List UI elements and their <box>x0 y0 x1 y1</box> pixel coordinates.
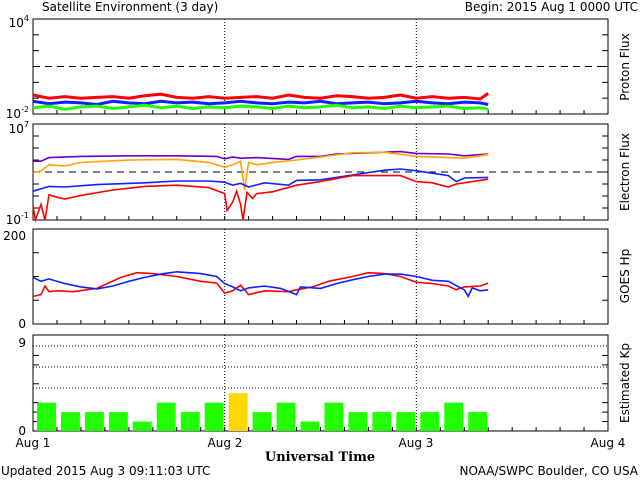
kp-bar <box>444 402 464 431</box>
kp-bar <box>300 421 320 431</box>
kp-bar <box>180 412 200 431</box>
proton-flux-blue-series <box>32 99 489 107</box>
kp-bar <box>84 412 104 431</box>
xtick-aug-3: Aug 3 <box>399 436 434 450</box>
kp-bar <box>204 402 224 431</box>
kp-bar <box>108 412 128 431</box>
kp-bar <box>252 412 272 431</box>
xtick-aug-2: Aug 2 <box>208 436 243 450</box>
goes-hp-red-series <box>32 271 489 298</box>
kp-bar <box>156 402 176 431</box>
electron-flux-purple-series <box>33 150 489 162</box>
electron-flux-orange-series <box>32 151 489 191</box>
hp-ytick-bottom: 0 <box>18 317 26 331</box>
electron-ytick-top: 107 <box>9 120 29 136</box>
electron-flux-blue-series <box>32 168 489 192</box>
kp-bar <box>396 412 416 431</box>
kp-ytick-top: 9 <box>18 336 26 350</box>
kp-bar <box>468 412 488 431</box>
electron-flux-red-series <box>32 174 489 224</box>
proton-flux-red-series <box>32 92 490 101</box>
xtick-aug-4: Aug 4 <box>591 436 626 450</box>
kp-bar <box>276 402 296 431</box>
estimated-kp-label: Estimated Kp <box>618 343 632 423</box>
kp-bar <box>348 412 368 431</box>
kp-bar <box>420 412 440 431</box>
x-axis-title: Universal Time <box>265 450 375 465</box>
begin-time: Begin: 2015 Aug 1 0000 UTC <box>465 0 638 14</box>
source-credit: NOAA/SWPC Boulder, CO USA <box>460 464 639 478</box>
kp-ytick-bottom: 0 <box>18 424 26 438</box>
goes-hp-label: GOES Hp <box>618 249 632 303</box>
panel-frame <box>32 228 609 325</box>
proton-ytick-bottom: 10-2 <box>6 105 29 121</box>
kp-bar <box>372 412 392 431</box>
xtick-aug-1: Aug 1 <box>16 436 51 450</box>
electron-flux-label: Electron Flux <box>618 133 632 211</box>
electron-ytick-bottom: 10-1 <box>6 211 29 227</box>
estimated-kp-panel <box>32 334 609 432</box>
kp-bar <box>60 412 80 431</box>
kp-bar <box>324 402 344 431</box>
kp-bar <box>132 421 152 431</box>
proton-ytick-top: 104 <box>9 14 29 30</box>
hp-ytick-top: 200 <box>3 229 26 243</box>
kp-bar <box>37 402 56 431</box>
proton-flux-label: Proton Flux <box>618 33 632 100</box>
updated-timestamp: Updated 2015 Aug 3 09:11:03 UTC <box>1 464 210 478</box>
goes-hp-panel <box>32 228 609 325</box>
goes-hp-blue-series <box>32 270 489 299</box>
proton-flux-green-series <box>32 103 489 111</box>
chart-title: Satellite Environment (3 day) <box>42 0 218 14</box>
kp-bar <box>228 393 248 431</box>
